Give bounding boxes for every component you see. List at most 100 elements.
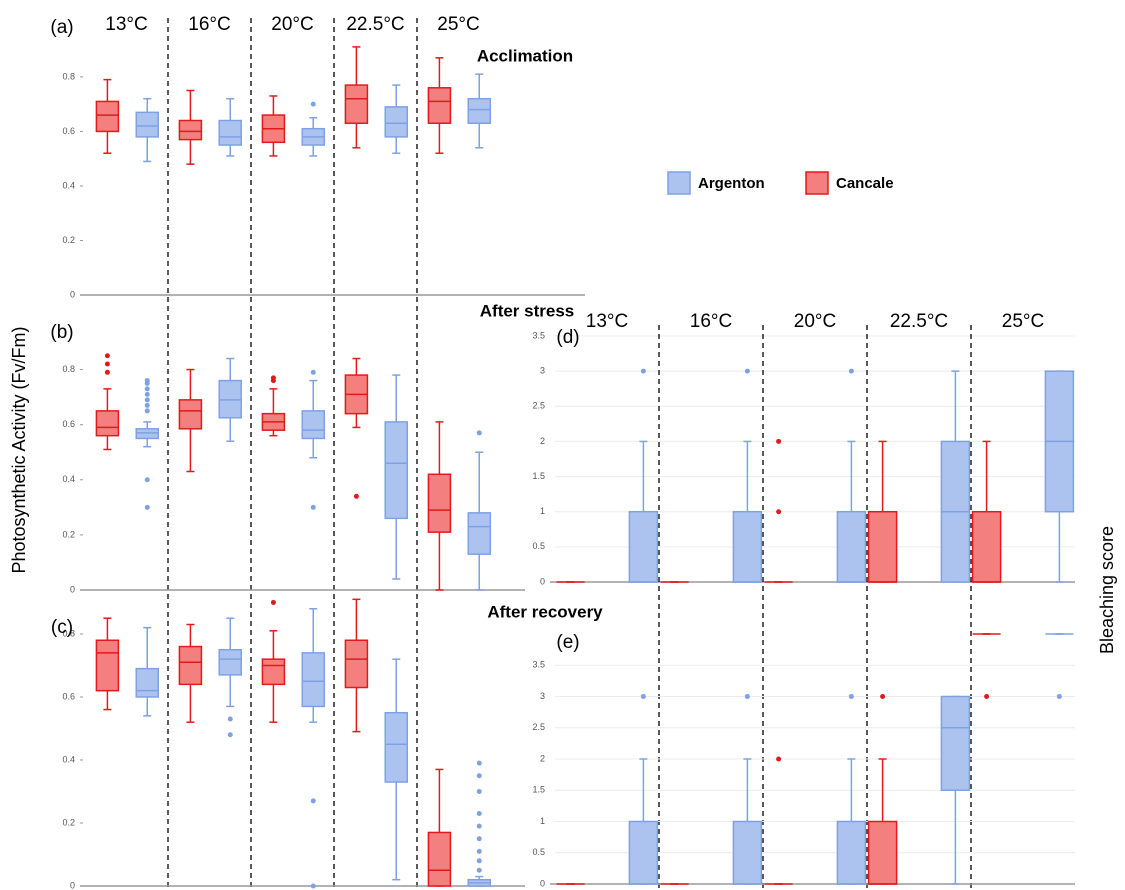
outlier xyxy=(144,380,150,386)
outlier xyxy=(310,101,316,107)
outlier xyxy=(144,402,150,408)
y-tick-label: 0.2 xyxy=(62,235,75,245)
box xyxy=(836,820,867,885)
outlier xyxy=(310,504,316,510)
box xyxy=(178,399,203,430)
outlier xyxy=(270,378,276,384)
box xyxy=(628,510,659,583)
box xyxy=(301,652,325,708)
outlier xyxy=(776,756,782,762)
category-label: 22.5°C xyxy=(890,311,948,332)
box xyxy=(867,820,898,885)
y-tick-label: 1 xyxy=(540,816,545,826)
y-tick-label: 2 xyxy=(540,753,545,763)
y-tick-label: 2.5 xyxy=(532,722,545,732)
category-label: 22.5°C xyxy=(346,14,404,35)
outlier xyxy=(848,368,854,374)
outlier xyxy=(144,477,150,483)
box xyxy=(384,106,408,138)
box xyxy=(95,410,120,437)
outlier xyxy=(144,386,150,392)
outlier xyxy=(144,391,150,397)
category-label: 13°C xyxy=(586,311,628,332)
legend-label: Cancale xyxy=(836,175,894,192)
y2-axis-label: Bleaching score xyxy=(1097,526,1117,654)
outlier xyxy=(476,848,482,854)
box xyxy=(218,648,242,676)
y-tick-label: 0 xyxy=(70,584,75,594)
y-tick-label: 0.5 xyxy=(532,847,545,857)
panel-title: After stress xyxy=(480,301,575,320)
y-tick-label: 2.5 xyxy=(532,401,545,411)
outlier xyxy=(640,368,646,374)
y-tick-label: 0.8 xyxy=(62,628,75,638)
panel-label: (c) xyxy=(51,617,73,638)
y-tick-label: 0.8 xyxy=(62,364,75,374)
y-tick-label: 3 xyxy=(540,691,545,701)
box xyxy=(95,639,120,692)
category-label: 25°C xyxy=(437,14,479,35)
legend-swatch xyxy=(805,171,829,195)
y-tick-label: 3.5 xyxy=(532,660,545,670)
legend-label: Argenton xyxy=(698,175,765,192)
y-tick-label: 3 xyxy=(540,366,545,376)
box xyxy=(384,421,408,520)
outlier xyxy=(880,694,886,699)
y-tick-label: 0 xyxy=(70,289,75,299)
box xyxy=(836,510,867,583)
outlier xyxy=(476,836,482,842)
outlier xyxy=(1056,694,1062,699)
outlier xyxy=(353,493,359,499)
y-tick-label: 2 xyxy=(540,436,545,446)
outlier xyxy=(144,408,150,414)
outlier xyxy=(476,788,482,794)
outlier xyxy=(144,397,150,403)
y-axis-label: Photosynthetic Activity (Fv/Fm) xyxy=(9,326,29,573)
box xyxy=(732,820,763,885)
y-tick-label: 0.4 xyxy=(62,474,75,484)
outlier xyxy=(104,369,110,375)
panel-label: (a) xyxy=(50,17,73,38)
outlier xyxy=(744,694,750,699)
y-tick-label: 0.5 xyxy=(532,541,545,551)
box xyxy=(301,410,325,440)
outlier xyxy=(310,883,316,889)
box xyxy=(344,639,369,689)
box xyxy=(178,119,203,141)
y-tick-label: 0 xyxy=(540,878,545,888)
y-tick-label: 3.5 xyxy=(532,330,545,340)
box xyxy=(971,510,1002,583)
panel-label: (d) xyxy=(556,327,579,348)
outlier xyxy=(848,694,854,699)
category-label: 16°C xyxy=(188,14,230,35)
y-tick-label: 0.2 xyxy=(62,817,75,827)
box xyxy=(427,473,452,533)
y-tick-label: 1.5 xyxy=(532,471,545,481)
box xyxy=(628,820,659,885)
box xyxy=(95,100,120,133)
outlier xyxy=(776,509,782,515)
box xyxy=(427,87,452,124)
outlier xyxy=(310,798,316,804)
y-tick-label: 1 xyxy=(540,506,545,516)
outlier xyxy=(476,773,482,779)
outlier xyxy=(476,760,482,766)
box xyxy=(940,695,971,791)
panel-label: (e) xyxy=(556,632,579,653)
box xyxy=(732,510,763,583)
legend-swatch xyxy=(667,171,691,195)
outlier xyxy=(227,716,233,722)
panel-title: Acclimation xyxy=(477,46,573,65)
outlier xyxy=(984,694,990,699)
category-label: 20°C xyxy=(271,14,313,35)
outlier xyxy=(270,599,276,605)
box xyxy=(261,658,286,686)
box xyxy=(384,711,408,783)
box xyxy=(427,831,452,887)
panel-label: (b) xyxy=(50,322,73,343)
y-tick-label: 0.4 xyxy=(62,180,75,190)
box xyxy=(135,667,159,698)
category-label: 13°C xyxy=(105,14,147,35)
outlier xyxy=(476,858,482,864)
